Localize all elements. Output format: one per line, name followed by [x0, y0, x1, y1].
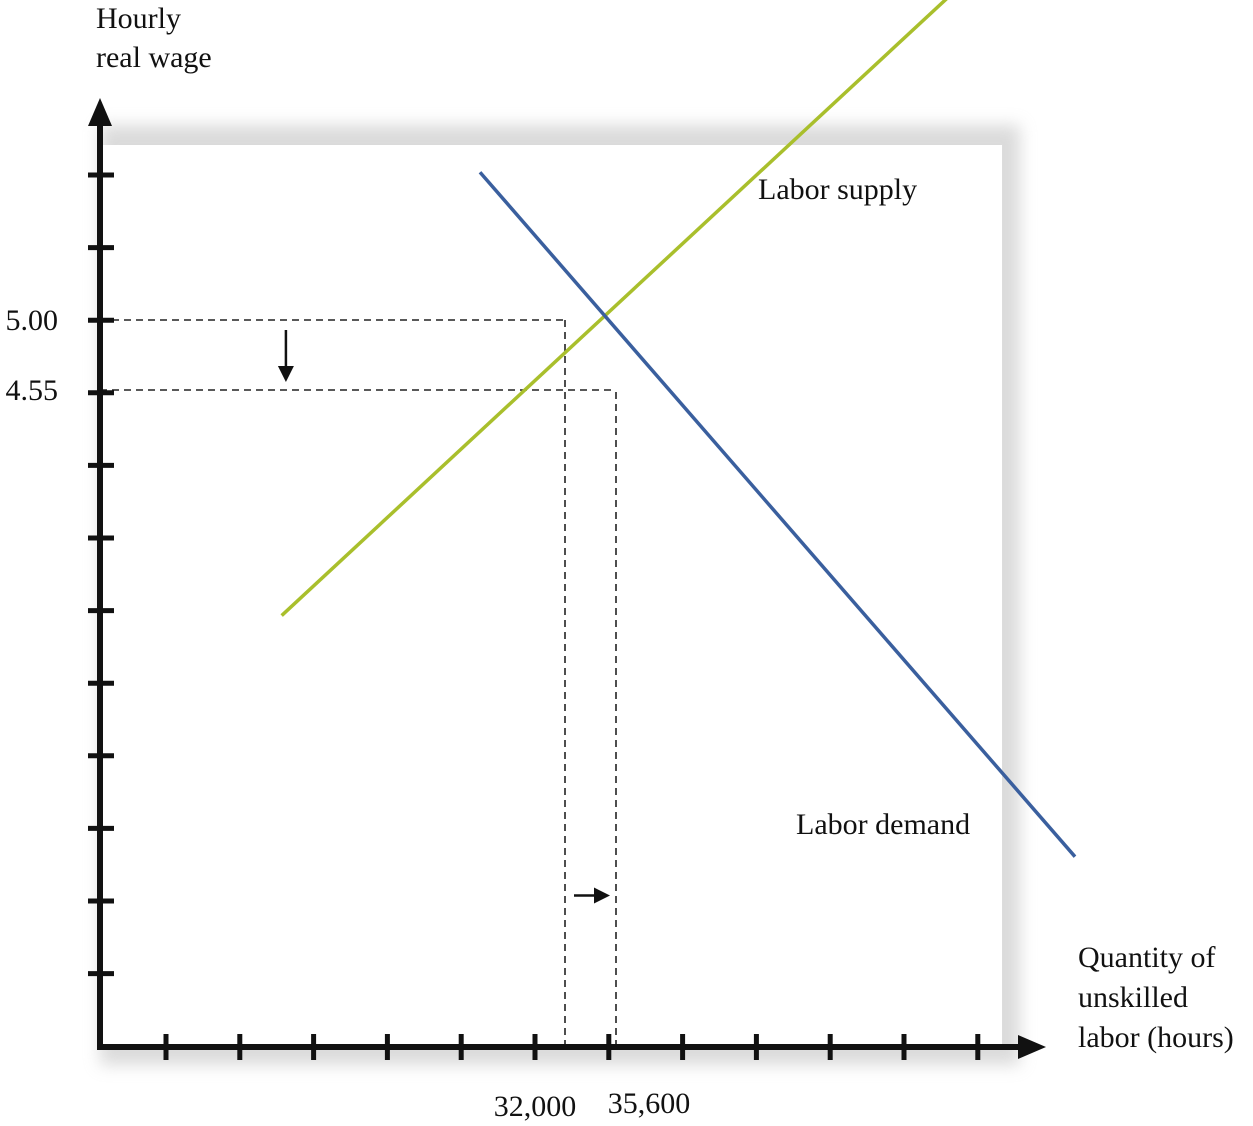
arrow-right-head	[594, 887, 610, 904]
annotation-arrows	[277, 330, 610, 904]
series-line-labor-demand	[478, 171, 1077, 858]
plot-background	[100, 125, 1020, 1065]
x-axis-title-line-2: unskilled	[1078, 981, 1188, 1014]
x-axis-title: Quantity of unskilled labor (hours)	[1078, 941, 1234, 1054]
x-axis-title-line-1: Quantity of	[1078, 941, 1215, 974]
x-tick-label-35600: 35,600	[608, 1087, 691, 1120]
y-tick-label-4-55: 4.55	[6, 374, 59, 407]
arrow-down-head	[277, 366, 294, 382]
y-axis-arrowhead	[88, 98, 112, 126]
y-tick-label-5-00: 5.00	[6, 304, 59, 337]
series-label-labor-supply: Labor supply	[758, 173, 917, 206]
x-tick-label-32000: 32,000	[494, 1090, 577, 1123]
series-line-labor-supply	[280, 0, 948, 617]
y-axis-title-line-1: Hourly	[96, 2, 181, 35]
x-axis-arrowhead	[1018, 1035, 1046, 1059]
series-lines	[280, 0, 1077, 858]
reference-lines	[100, 319, 617, 1047]
x-axis-title-line-3: labor (hours)	[1078, 1021, 1234, 1054]
y-axis-title-line-2: real wage	[96, 41, 212, 74]
series-label-labor-demand: Labor demand	[796, 808, 970, 841]
axis-ticks	[88, 172, 981, 1060]
axes	[88, 98, 1046, 1060]
y-axis-title: Hourly real wage	[96, 2, 212, 74]
